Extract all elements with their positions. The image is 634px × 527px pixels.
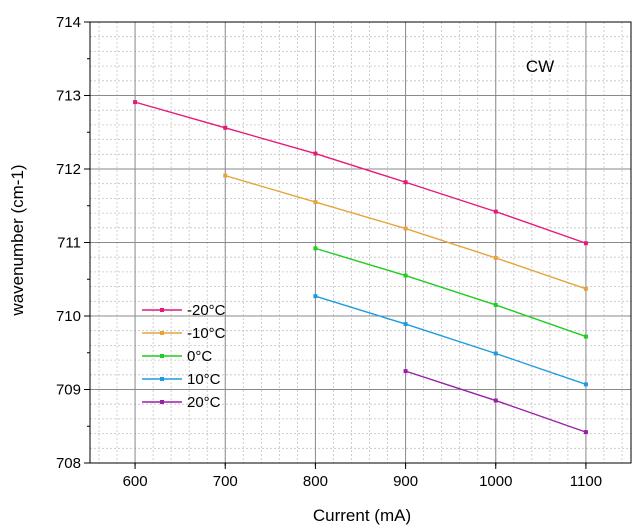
x-tick-label: 1000 [479,473,512,490]
data-point [493,302,498,307]
legend-label: -10°C [187,325,226,342]
legend-marker [160,377,164,381]
annotation-cw: CW [526,57,554,76]
tick-labels: 600 700 800 900 1000 1100 708 709 710 711 712 713 71… [56,14,602,490]
legend-item: 20°C [142,394,221,411]
data-point [313,151,318,156]
legend-item: -10°C [142,325,226,342]
data-point [493,398,498,403]
data-point [493,255,498,260]
data-point [313,200,318,205]
data-point [493,209,498,214]
major-grid [90,21,631,464]
x-tick-label: 600 [123,473,148,490]
data-point [583,286,588,291]
data-point [583,334,588,339]
series-3 [313,294,588,387]
data-point [223,173,228,178]
series-0 [133,100,588,246]
data-point [403,322,408,327]
y-tick-label: 712 [56,161,81,178]
data-point [313,246,318,251]
data-point [583,382,588,387]
data-point [223,125,228,130]
series-line [315,247,587,338]
series-1 [223,173,588,291]
data-point [133,100,138,105]
x-tick-label: 700 [213,473,238,490]
data-point [403,180,408,185]
y-tick-label: 713 [56,88,81,105]
x-tick-label: 900 [393,473,418,490]
legend-label: -20°C [187,302,226,319]
data-point [583,241,588,246]
y-tick-label: 711 [57,235,81,252]
series-line [134,101,587,244]
legend-item: -20°C [142,302,226,319]
legend: -20°C -10°C 0°C 10°C 20°C [142,302,226,411]
data-point [403,273,408,278]
legend-marker [160,331,164,335]
x-axis-title: Current (mA) [313,506,411,525]
data-point [583,430,588,435]
series-layer [133,100,588,435]
legend-marker [160,400,164,404]
legend-marker [160,308,164,312]
data-point [313,294,318,299]
legend-item: 0°C [142,348,212,365]
y-tick-label: 709 [56,382,81,399]
x-tick-label: 1100 [570,473,602,490]
legend-label: 20°C [187,394,221,411]
series-2 [313,246,588,339]
y-tick-label: 708 [56,455,81,472]
legend-marker [160,354,164,358]
series-4 [403,369,588,435]
x-tick-label: 800 [303,473,328,490]
y-axis-title: wavenumber (cm-1) [8,164,27,316]
axis-ticks [84,21,587,469]
legend-label: 10°C [187,371,221,388]
legend-label: 0°C [187,348,212,365]
data-point [403,369,408,374]
data-point [403,226,408,231]
series-line [315,295,587,386]
y-tick-label: 714 [56,14,81,31]
data-point [493,351,498,356]
y-tick-label: 710 [56,308,81,325]
legend-item: 10°C [142,371,221,388]
